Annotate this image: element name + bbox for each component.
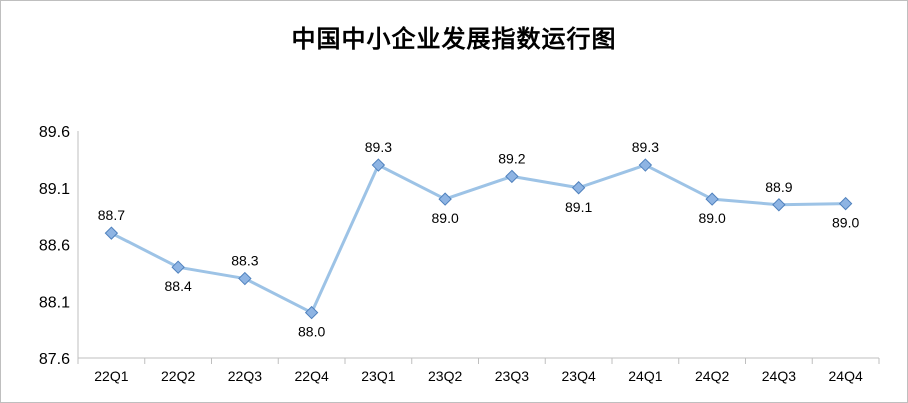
x-tick-label: 23Q2 — [428, 368, 462, 384]
x-tick-label: 24Q3 — [762, 368, 796, 384]
data-point-marker — [371, 158, 386, 172]
data-label: 89.0 — [832, 215, 859, 231]
data-label: 89.2 — [498, 150, 525, 166]
data-label: 89.1 — [565, 199, 592, 215]
data-labels: 88.7 88.4 88.3 88.0 89.3 89.0 89.2 89.1 89.3 89.0… — [98, 139, 860, 340]
data-point-marker — [571, 181, 586, 195]
x-tick-labels: 22Q1 22Q2 22Q3 22Q4 23Q1 23Q2 23Q3 23Q4 24Q1 24Q2… — [94, 368, 863, 384]
data-label: 89.3 — [632, 139, 659, 155]
x-tick-label: 24Q2 — [695, 368, 729, 384]
data-label: 89.3 — [365, 139, 392, 155]
data-point-marker — [505, 169, 519, 184]
data-label: 88.4 — [165, 278, 192, 294]
x-tick-label: 23Q1 — [361, 368, 395, 384]
data-point-marker — [304, 305, 319, 320]
x-tick-label: 24Q4 — [829, 368, 863, 384]
data-label: 88.7 — [98, 207, 125, 223]
data-point-marker — [104, 226, 119, 240]
series-line — [110, 163, 846, 315]
data-point-marker — [705, 192, 719, 206]
x-tick-label: 24Q1 — [628, 368, 662, 384]
x-tick-label: 22Q1 — [94, 368, 128, 384]
y-tick-label: 88.1 — [39, 294, 70, 311]
data-point-marker — [171, 260, 185, 274]
data-point-marker — [638, 158, 653, 172]
data-point-marker — [438, 192, 452, 206]
x-tick-label: 22Q4 — [295, 368, 329, 384]
data-point-marker — [772, 198, 786, 212]
x-tick-label: 22Q2 — [161, 368, 195, 384]
y-tick-label: 87.6 — [39, 351, 70, 368]
y-tick-labels: 89.6 89.1 88.6 88.1 87.6 — [39, 124, 70, 368]
axes — [77, 131, 880, 364]
data-point-marker — [238, 271, 252, 286]
chart-title: 中国中小企业发展指数运行图 — [291, 25, 617, 53]
x-tick-label: 23Q4 — [562, 368, 596, 384]
data-label: 88.0 — [298, 324, 325, 340]
data-label: 88.3 — [231, 253, 258, 269]
data-label: 89.0 — [699, 210, 726, 226]
x-tick-label: 23Q3 — [495, 368, 529, 384]
data-label: 88.9 — [765, 179, 792, 195]
y-tick-label: 89.6 — [39, 124, 70, 141]
series-group — [104, 158, 853, 320]
y-tick-label: 88.6 — [39, 238, 70, 255]
data-label: 89.0 — [432, 210, 459, 226]
y-tick-label: 89.1 — [39, 181, 70, 198]
data-point-marker — [838, 196, 853, 211]
x-tick-label: 22Q3 — [228, 368, 262, 384]
